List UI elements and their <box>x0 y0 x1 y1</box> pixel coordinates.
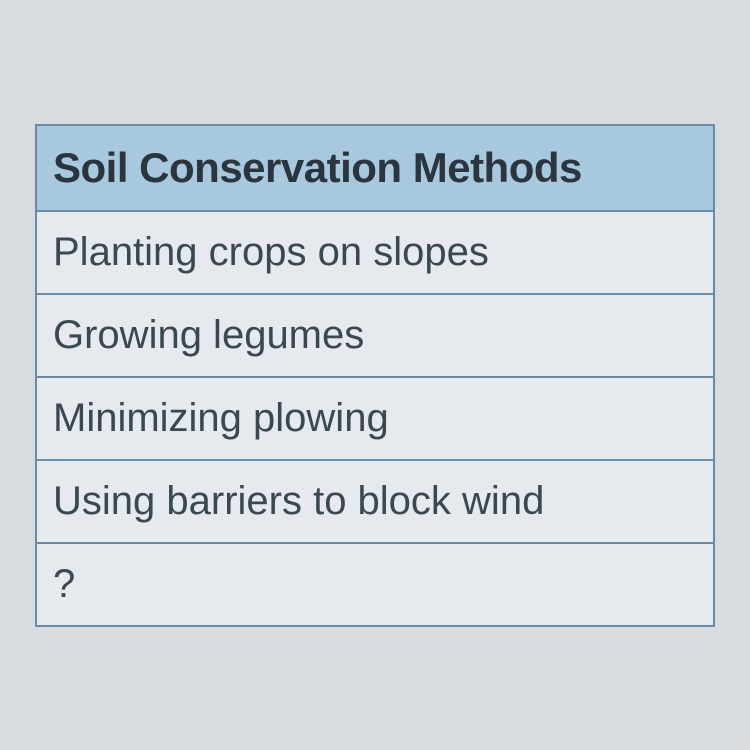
table-row: Minimizing plowing <box>37 378 713 461</box>
table-header: Soil Conservation Methods <box>37 126 713 212</box>
table-row: Growing legumes <box>37 295 713 378</box>
table-row: Planting crops on slopes <box>37 212 713 295</box>
soil-conservation-table: Soil Conservation Methods Planting crops… <box>35 124 715 627</box>
table-row: Using barriers to block wind <box>37 461 713 544</box>
table-row: ? <box>37 544 713 625</box>
